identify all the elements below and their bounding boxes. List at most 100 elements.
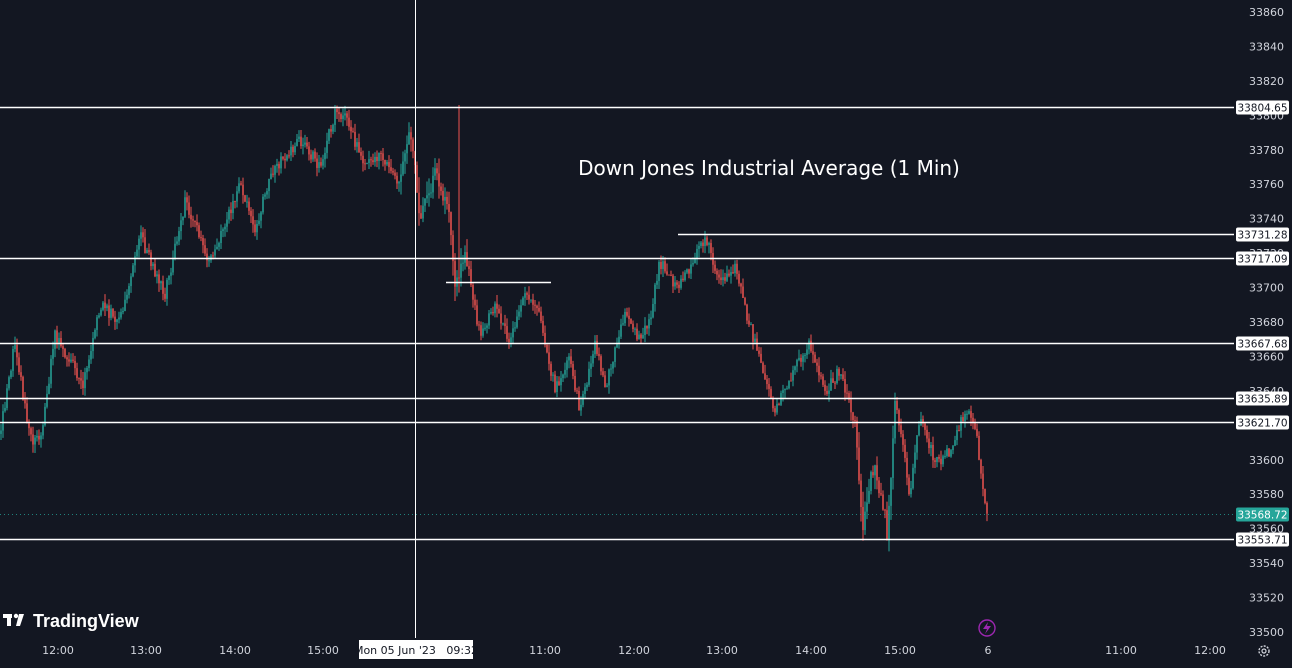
candle — [208, 255, 210, 267]
candle — [364, 158, 366, 171]
candle-body — [758, 350, 760, 354]
candle — [850, 391, 852, 421]
candle — [650, 310, 652, 326]
candle-body — [176, 241, 178, 244]
candle-body — [184, 197, 186, 217]
candle-body — [824, 384, 826, 391]
candle-body — [172, 259, 174, 273]
candle-body — [484, 327, 486, 329]
candle — [36, 430, 38, 442]
candle — [12, 345, 14, 377]
candle — [446, 191, 448, 210]
candle-body — [42, 425, 44, 436]
candle — [946, 444, 948, 458]
candle-body — [558, 381, 560, 386]
candle-body — [700, 242, 702, 247]
candle — [734, 260, 736, 277]
candle-body — [416, 165, 418, 193]
candle — [908, 474, 910, 496]
candle-body — [66, 357, 68, 360]
candle — [290, 141, 292, 161]
gear-icon[interactable] — [1258, 645, 1270, 657]
candle-body — [310, 154, 312, 160]
y-axis[interactable]: 3386033840338203380033780337603374033720… — [1249, 6, 1284, 639]
candle — [898, 408, 900, 432]
candle-body — [716, 270, 718, 275]
candle — [928, 432, 930, 454]
candle-body — [682, 278, 684, 281]
candle-body — [690, 264, 692, 274]
candle-body — [286, 155, 288, 161]
candle — [4, 401, 6, 413]
candle — [152, 262, 154, 270]
candle-body — [366, 162, 368, 164]
candle-body — [490, 312, 492, 314]
candle-body — [20, 372, 22, 377]
candle — [32, 426, 34, 453]
candle-body — [506, 326, 508, 339]
candle-body — [104, 302, 106, 309]
candle — [848, 390, 850, 403]
candle — [82, 371, 84, 395]
candle — [448, 191, 450, 223]
candle-body — [850, 399, 852, 413]
candle — [416, 161, 418, 193]
candle-body — [194, 220, 196, 223]
candle — [986, 501, 988, 522]
candle — [174, 236, 176, 261]
lightning-icon[interactable] — [978, 619, 996, 637]
candle — [408, 122, 410, 146]
candle-body — [852, 412, 854, 421]
last-price-box — [1236, 507, 1289, 522]
candle-body — [774, 408, 776, 413]
candle — [892, 425, 894, 490]
candle — [490, 308, 492, 315]
candle — [272, 165, 274, 178]
candle-body — [412, 139, 414, 152]
candle-body — [62, 346, 64, 349]
candle-body — [566, 360, 568, 370]
candle-body — [270, 173, 272, 179]
candle — [688, 268, 690, 279]
x-axis[interactable]: 12:00 13:00 14:00 15:00 11:00 12:00 13:00 14:00… — [42, 644, 1226, 657]
candle-body — [810, 340, 812, 352]
candle-body — [452, 235, 454, 262]
candle-body — [740, 283, 742, 287]
candle-body — [448, 203, 450, 213]
candle-body — [752, 324, 754, 342]
candle-body — [258, 220, 260, 224]
candle-body — [34, 437, 36, 445]
candle — [468, 260, 470, 277]
tradingview-logo[interactable]: TradingView — [3, 611, 140, 631]
candle — [242, 177, 244, 204]
candle — [384, 159, 386, 171]
candle — [570, 348, 572, 368]
candle — [38, 429, 40, 445]
candle — [30, 426, 32, 442]
candle — [874, 464, 876, 490]
y-tick-label: 33580 — [1249, 488, 1284, 501]
candle — [14, 336, 16, 353]
candle — [802, 353, 804, 371]
candle-body — [136, 249, 138, 257]
candle — [304, 134, 306, 148]
candle-body — [804, 354, 806, 356]
candle-body — [934, 460, 936, 462]
candle — [62, 342, 64, 358]
candle-body — [556, 381, 558, 393]
candle — [20, 365, 22, 381]
candle — [104, 294, 106, 317]
candle — [590, 355, 592, 377]
candle-body — [604, 375, 606, 387]
candle-body — [386, 162, 388, 165]
candle — [326, 132, 328, 159]
candle — [642, 327, 644, 339]
x-tick-label: 15:00 — [884, 644, 916, 657]
candle-body — [302, 144, 304, 147]
candle-body — [186, 197, 188, 203]
candle — [682, 271, 684, 282]
candle-body — [564, 369, 566, 375]
candle-body — [696, 248, 698, 259]
candle — [608, 368, 610, 394]
